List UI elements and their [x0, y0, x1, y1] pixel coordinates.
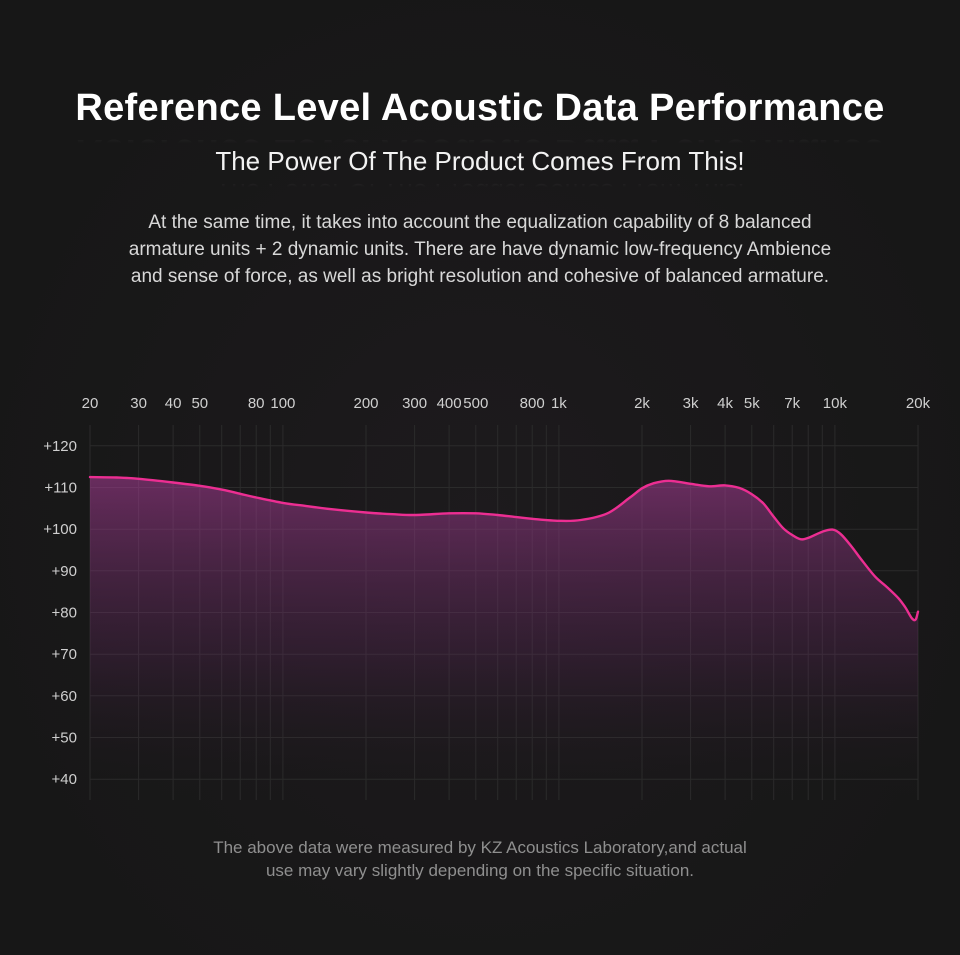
page-title-reflection: Reference Level Acoustic Data Performanc… [0, 130, 960, 146]
y-tick-label: +100 [43, 521, 77, 538]
x-tick-label: 2k [634, 395, 650, 412]
description: At the same time, it takes into account … [0, 209, 960, 290]
y-tick-label: +40 [52, 771, 77, 788]
page-subtitle-reflection: The Power Of The Product Comes From This… [0, 177, 960, 189]
x-tick-label: 5k [744, 395, 760, 412]
x-tick-label: 100 [270, 395, 295, 412]
x-tick-label: 40 [165, 395, 182, 412]
y-tick-label: +50 [52, 730, 77, 747]
page-title-mirror: Reference Level Acoustic Data Performanc… [0, 130, 960, 146]
y-tick-label: +80 [52, 605, 77, 622]
x-tick-label: 200 [353, 395, 378, 412]
footer-line: use may vary slightly depending on the s… [265, 861, 695, 880]
x-tick-label: 80 [248, 395, 265, 412]
response-area-fill [90, 477, 918, 800]
y-tick-label: +110 [44, 480, 77, 497]
x-tick-label: 800 [520, 395, 545, 412]
x-tick-label: 1k [551, 395, 567, 412]
page-subtitle-mirror: The Power Of The Product Comes From This… [0, 177, 960, 189]
x-tick-label: 10k [823, 395, 848, 412]
description-line: armature units + 2 dynamic units. There … [128, 239, 832, 260]
frequency-response-svg: 20 30 40 50 80 100 200 300 400 500 800 1k 2k 3k 4k 5k 7k… [43, 395, 931, 800]
y-tick-label: +120 [43, 438, 77, 455]
y-tick-label: +70 [52, 646, 77, 663]
x-tick-label: 7k [784, 395, 800, 412]
page-title: Reference Level Acoustic Data Performanc… [75, 87, 885, 129]
footer-line: The above data were measured by KZ Acous… [213, 838, 747, 857]
x-tick-label: 500 [463, 395, 488, 412]
y-tick-label: +60 [52, 688, 77, 705]
x-tick-label: 50 [191, 395, 208, 412]
x-tick-label: 300 [402, 395, 427, 412]
x-tick-label: 20 [82, 395, 99, 412]
x-tick-label: 30 [130, 395, 147, 412]
page-subtitle: The Power Of The Product Comes From This… [215, 146, 745, 176]
x-tick-label: 4k [717, 395, 733, 412]
response-curve [88, 475, 920, 622]
description-line: At the same time, it takes into account … [148, 212, 812, 233]
y-tick-label: +90 [52, 563, 77, 580]
x-tick-label: 20k [906, 395, 931, 412]
footer-note: The above data were measured by KZ Acous… [0, 836, 960, 882]
x-tick-label: 3k [683, 395, 699, 412]
x-tick-label: 400 [437, 395, 462, 412]
frequency-response-chart: 20 30 40 50 80 100 200 300 400 500 800 1k 2k 3k 4k 5k 7k… [0, 385, 960, 810]
description-line: and sense of force, as well as bright re… [130, 266, 830, 287]
